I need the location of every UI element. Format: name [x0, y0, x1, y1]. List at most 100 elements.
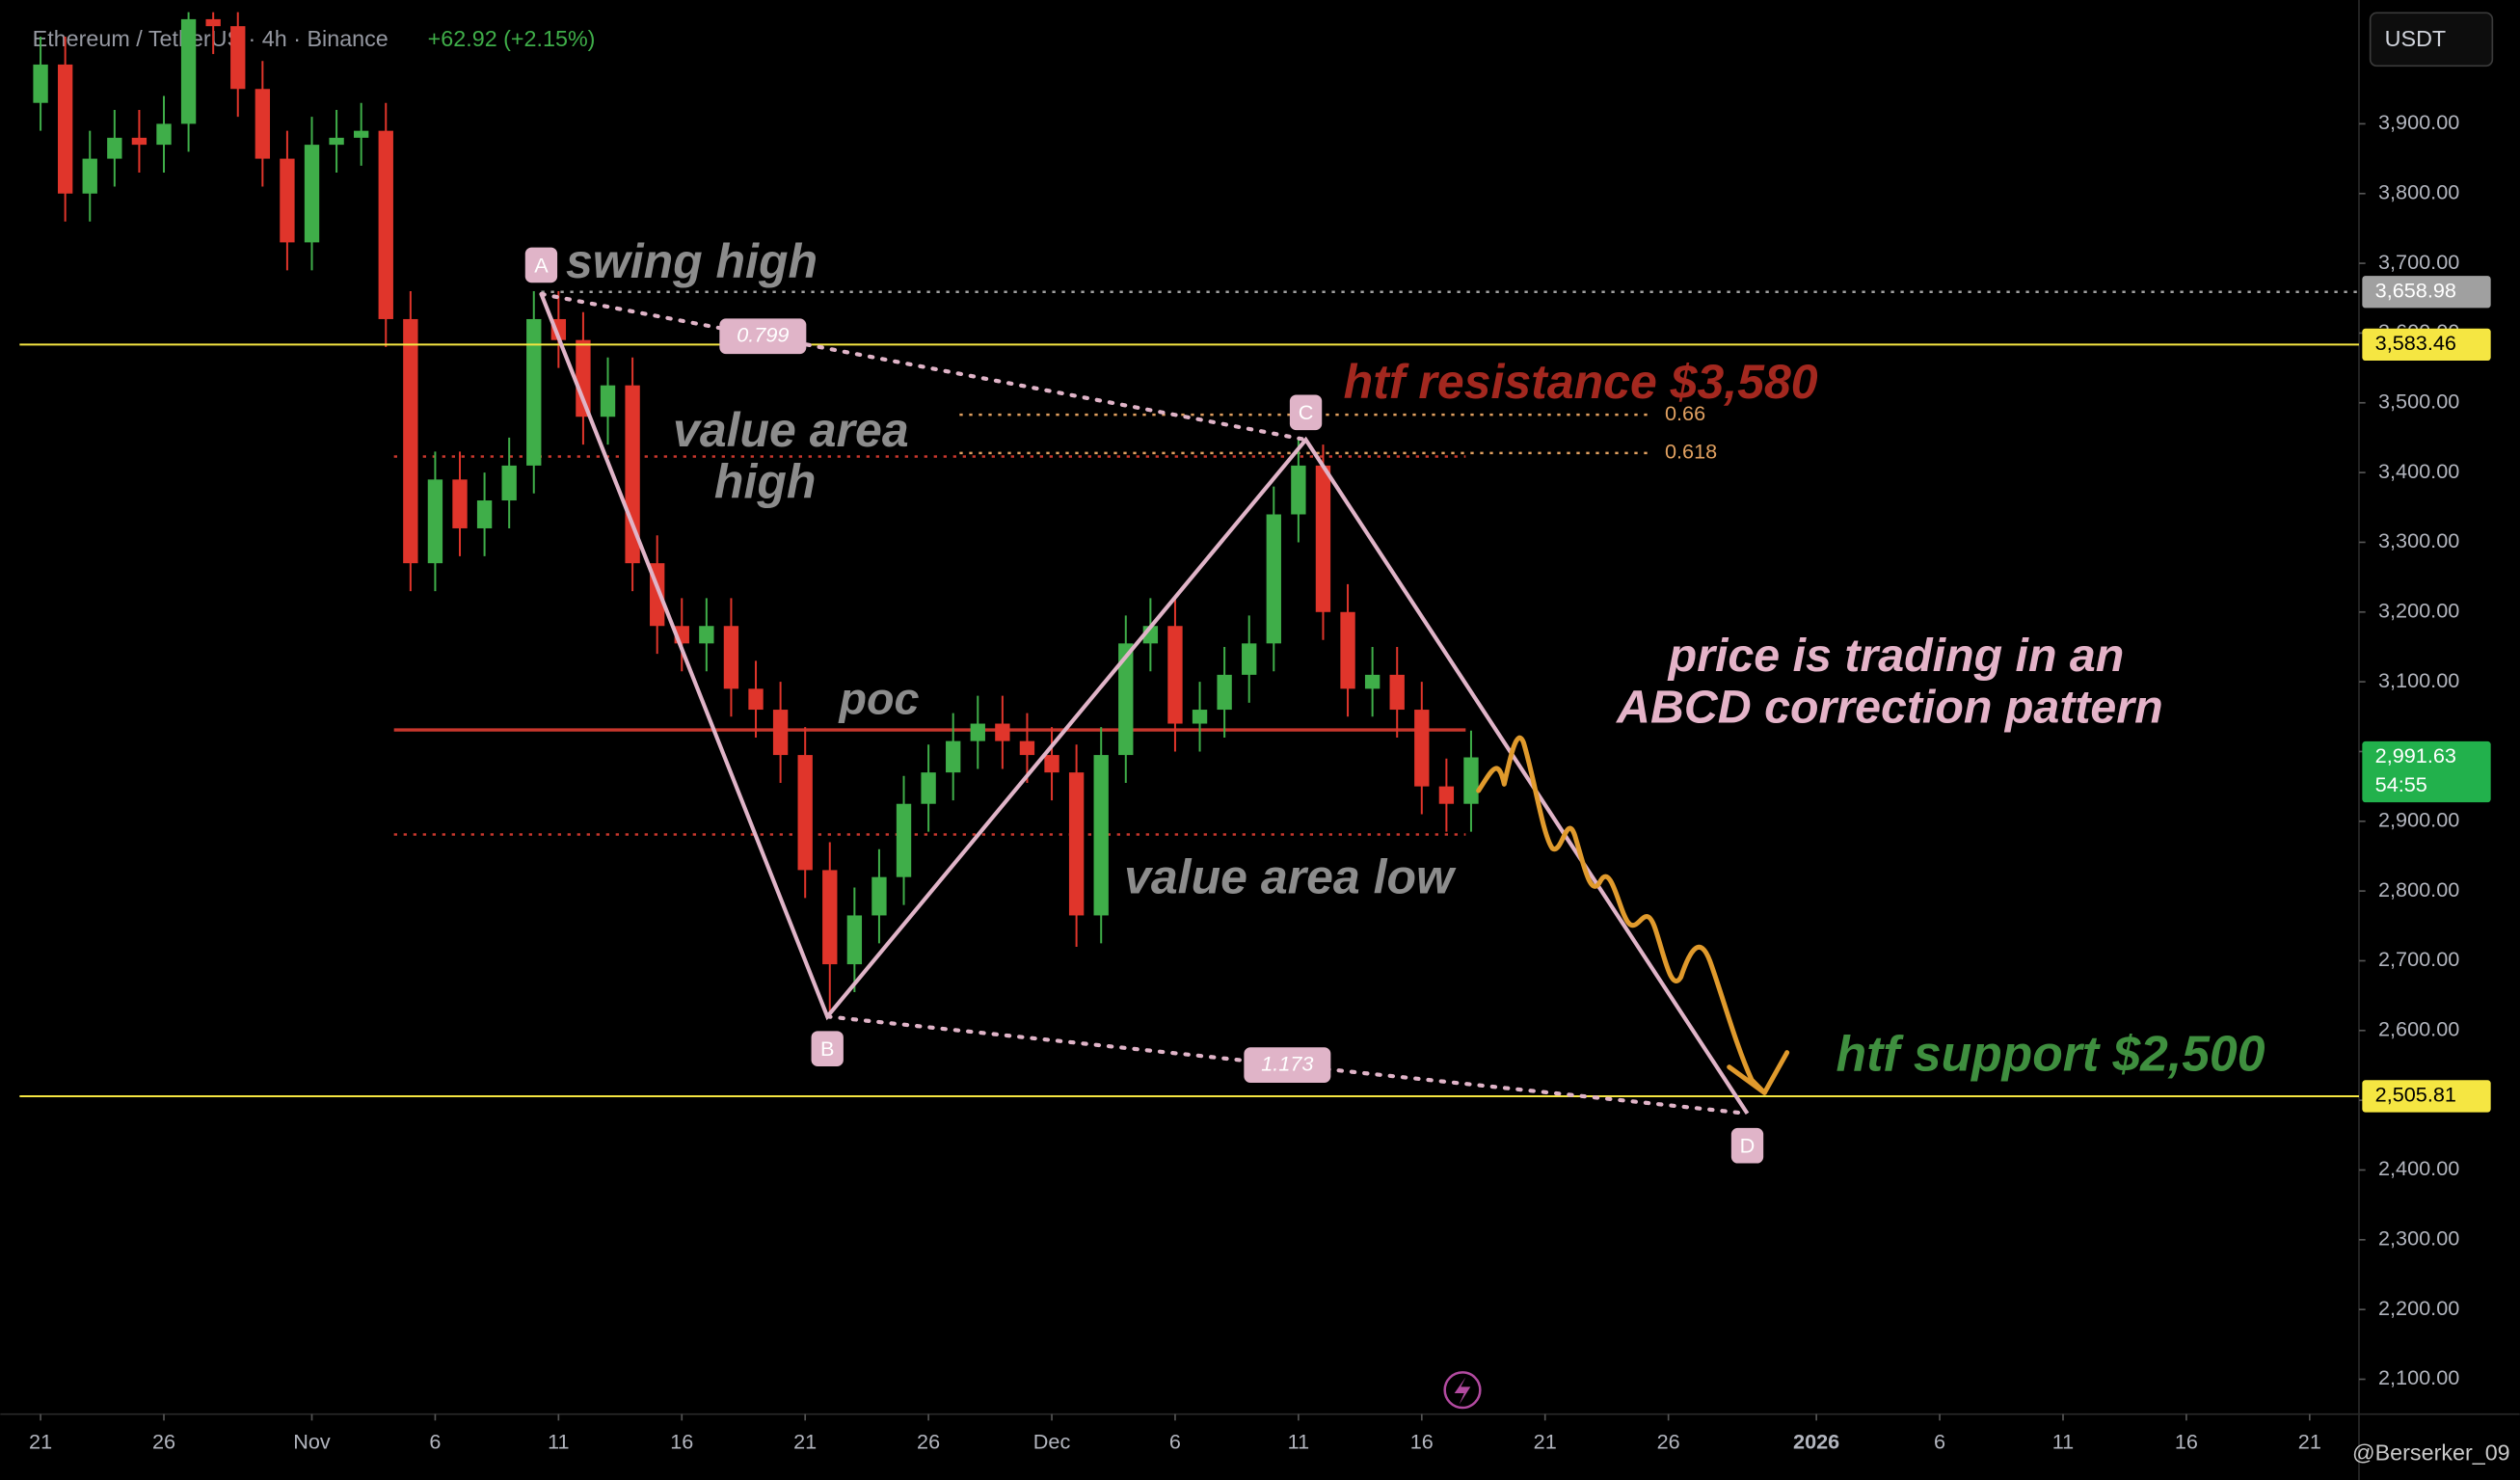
- candle-body: [156, 123, 172, 146]
- candle-body: [1192, 710, 1208, 724]
- x-tick-label: 16: [1410, 1429, 1434, 1453]
- abcd-pattern: [539, 293, 1750, 1116]
- candle-body: [280, 158, 295, 243]
- candle-body: [748, 688, 764, 711]
- candle-body: [600, 385, 616, 417]
- price-label-box: [2362, 276, 2491, 309]
- fib-level-label: 0.66: [1665, 401, 1705, 425]
- candle-body: [1068, 772, 1085, 916]
- candle-body: [131, 137, 147, 146]
- y-tick-label: 2,700.00: [2378, 947, 2459, 971]
- candle-body: [1019, 740, 1035, 756]
- annotation: swing high: [566, 234, 818, 288]
- pattern-point-label: B: [820, 1036, 834, 1061]
- annotation: price is trading in an: [1667, 630, 2125, 682]
- candle-body: [1242, 643, 1257, 675]
- price-label: 2,505.81: [2375, 1083, 2456, 1107]
- candle-body: [995, 723, 1010, 741]
- x-tick-label: 16: [2175, 1429, 2198, 1453]
- candle-body: [1340, 611, 1355, 689]
- y-tick-label: 2,900.00: [2378, 808, 2459, 832]
- symbol-title: Ethereum / TetherUS · 4h · Binance: [33, 26, 389, 51]
- candle-body: [1414, 710, 1430, 787]
- alert-icon[interactable]: [1443, 1371, 1482, 1410]
- pattern-point-box: [1730, 1127, 1764, 1164]
- currency-label[interactable]: USDT: [2385, 26, 2447, 51]
- fib-ratio-line: [539, 291, 1308, 443]
- y-tick-label: 2,400.00: [2378, 1156, 2459, 1180]
- candle-body: [403, 318, 418, 564]
- x-tick-label: 26: [917, 1429, 940, 1453]
- candle-body: [107, 137, 122, 159]
- candle-body: [1118, 643, 1134, 756]
- x-tick-label: 21: [1534, 1429, 1557, 1453]
- alert-icon-bolt: [1454, 1377, 1471, 1405]
- candle-body: [946, 740, 961, 773]
- x-tick-label: 21: [793, 1429, 817, 1453]
- currency-button[interactable]: [2369, 12, 2494, 67]
- fib-level-label: 0.618: [1665, 440, 1717, 464]
- y-tick-label: 3,900.00: [2378, 110, 2459, 134]
- candle-body: [723, 626, 739, 689]
- candle-body: [329, 137, 344, 146]
- candle-body: [180, 18, 197, 124]
- projection-arrow: [1727, 1050, 1790, 1095]
- x-tick-label: 6: [1169, 1429, 1181, 1453]
- y-tick-label: 3,100.00: [2378, 668, 2459, 692]
- countdown-label: 54:55: [2375, 772, 2427, 796]
- candle-body: [1364, 674, 1381, 689]
- candle-body: [871, 876, 887, 916]
- x-tick-label: 21: [2298, 1429, 2321, 1453]
- candle-body: [1217, 674, 1232, 711]
- y-tick-label: 3,700.00: [2378, 250, 2459, 274]
- candle-body: [1093, 755, 1109, 916]
- y-tick-label: 2,100.00: [2378, 1365, 2459, 1389]
- candle-body: [526, 318, 542, 466]
- x-tick-label: 21: [29, 1429, 52, 1453]
- candle-body: [476, 500, 493, 528]
- annotation: value area: [673, 403, 909, 457]
- watermark: @Berserker_09: [2352, 1440, 2510, 1465]
- candle-body: [576, 339, 591, 417]
- candle-body: [501, 465, 517, 501]
- candle-body: [304, 145, 320, 243]
- projection-path: [1476, 735, 1767, 1095]
- candle-body: [1167, 626, 1183, 724]
- candle-body: [205, 18, 221, 27]
- x-tick-label: 26: [152, 1429, 175, 1453]
- candle-body: [354, 130, 369, 138]
- candle-body: [82, 158, 97, 194]
- annotation: poc: [838, 674, 920, 724]
- candle-body: [57, 64, 73, 194]
- y-tick-label: 2,300.00: [2378, 1226, 2459, 1251]
- x-tick-label: 11: [548, 1429, 569, 1453]
- candle-body: [772, 710, 789, 756]
- candle-body: [797, 755, 813, 871]
- candle-body: [822, 870, 838, 965]
- x-tick-label: 6: [429, 1429, 441, 1453]
- price-label: 3,583.46: [2375, 331, 2456, 355]
- last-price-box: [2362, 740, 2491, 803]
- annotation: high: [714, 455, 817, 509]
- pattern-point-label: C: [1299, 400, 1314, 424]
- x-tick-label: 2026: [1793, 1429, 1839, 1453]
- y-tick-label: 3,400.00: [2378, 459, 2459, 483]
- fib-ratio-box: [719, 318, 807, 355]
- x-tick-label: 6: [1934, 1429, 1945, 1453]
- fib-ratio-label: 1.173: [1261, 1051, 1313, 1075]
- candle-body: [33, 64, 48, 103]
- pattern-point-box: [524, 247, 558, 283]
- candle-body: [1291, 465, 1306, 515]
- candle-body: [846, 915, 863, 965]
- annotation: htf support $2,500: [1836, 1025, 2265, 1081]
- price-label-box: [2362, 1080, 2491, 1113]
- x-tick-label: Nov: [293, 1429, 331, 1453]
- annotation: ABCD correction pattern: [1616, 681, 2163, 733]
- candle-body: [230, 26, 246, 90]
- candle-body: [1438, 786, 1455, 804]
- y-tick-label: 3,800.00: [2378, 179, 2459, 203]
- candle-body: [896, 803, 912, 877]
